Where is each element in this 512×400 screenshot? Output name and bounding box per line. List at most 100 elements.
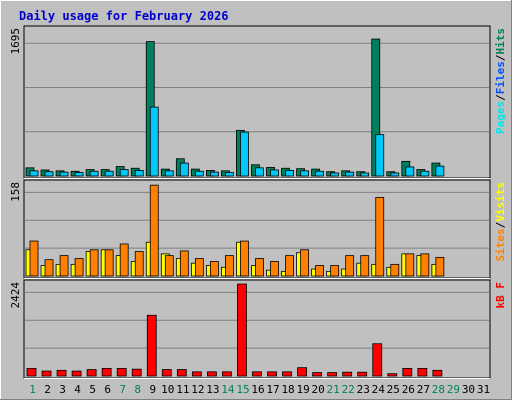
bar-sites <box>315 265 325 277</box>
day-label: 24 <box>372 383 386 396</box>
bar-files <box>255 167 264 177</box>
bar-kbytes <box>417 368 428 377</box>
day-label: 18 <box>281 383 294 396</box>
bar-sites <box>89 249 99 277</box>
panel-legend: kB F <box>494 282 507 309</box>
bar-sites <box>225 255 234 277</box>
day-label: 21 <box>327 383 340 396</box>
bar-sites <box>390 263 400 277</box>
bar-files <box>405 166 415 177</box>
bar-sites <box>179 250 189 277</box>
bar-sites <box>420 253 430 277</box>
bar-sites <box>149 184 159 277</box>
bar-files <box>225 172 234 177</box>
panel-kbytes: 2424 kB F <box>9 279 507 379</box>
bar-kbytes <box>101 368 112 377</box>
panel-max-label: 2424 <box>9 282 22 309</box>
day-label: 11 <box>176 383 189 396</box>
bar-files <box>390 172 400 177</box>
bar-sites <box>285 255 294 277</box>
day-label: 4 <box>74 383 81 396</box>
bar-kbytes <box>56 369 67 377</box>
bar-files <box>330 172 340 177</box>
legend-entry: Files <box>494 61 507 94</box>
bar-sites <box>59 255 69 277</box>
bar-sites <box>300 249 309 277</box>
bar-sites <box>209 261 219 277</box>
bar-kbytes <box>26 368 37 377</box>
bar-files <box>300 170 309 177</box>
bar-kbytes <box>252 371 262 377</box>
bar-kbytes <box>432 369 443 377</box>
bar-files <box>134 170 144 177</box>
bar-files <box>360 172 370 177</box>
bar-kbytes <box>387 373 398 377</box>
day-label: 27 <box>417 383 430 396</box>
day-label: 8 <box>134 383 141 396</box>
day-label: 20 <box>312 383 325 396</box>
day-label: 14 <box>221 383 235 396</box>
bar-kbytes <box>116 368 127 377</box>
panel-hits-files-pages: 1695 Pages/Files/Hits <box>9 25 507 179</box>
day-labels: 1 2 3 4 5 6 7 8 9 10 11 12 13 14 15 16 17 18 19 20 21 22 23 24 2… <box>29 383 490 396</box>
bar-files <box>149 106 159 177</box>
bar-files <box>285 170 294 177</box>
panel-max-label: 1695 <box>9 28 22 55</box>
bar-files <box>44 171 54 177</box>
bar-kbytes <box>357 371 368 377</box>
bar-kbytes <box>312 372 323 377</box>
day-label: 6 <box>104 383 111 396</box>
bar-kbytes <box>327 372 338 377</box>
bar-sites <box>74 258 84 277</box>
bar-files <box>420 170 430 177</box>
bar-sites <box>330 265 340 277</box>
bar-sites <box>44 259 54 277</box>
legend-entry: kB F <box>494 282 507 309</box>
bar-files <box>435 165 445 177</box>
bar-kbytes <box>237 283 247 377</box>
day-label: 3 <box>59 383 66 396</box>
day-label: 1 <box>29 383 36 396</box>
bar-kbytes <box>191 371 202 377</box>
bar-sites <box>375 196 385 277</box>
day-label: 7 <box>119 383 126 396</box>
bar-kbytes <box>176 369 187 377</box>
bar-sites <box>164 255 174 277</box>
bar-files <box>270 169 279 177</box>
bar-sites <box>360 255 370 277</box>
day-label: 29 <box>447 383 460 396</box>
bar-files <box>119 169 129 177</box>
bar-files <box>345 171 355 177</box>
day-label: 16 <box>251 383 264 396</box>
bar-files <box>89 170 99 177</box>
panel-legend: Pages/Files/Hits <box>494 28 507 134</box>
bar-kbytes <box>161 369 172 377</box>
bar-kbytes <box>297 367 307 377</box>
bar-kbytes <box>206 371 217 377</box>
legend-entry: / <box>494 94 507 101</box>
bar-kbytes <box>372 343 383 377</box>
bar-files <box>104 170 114 177</box>
day-label: 23 <box>357 383 370 396</box>
legend-entry: Sites <box>494 228 507 261</box>
bar-files <box>315 170 325 177</box>
day-label: 31 <box>477 383 490 396</box>
day-label: 10 <box>161 383 174 396</box>
panel-legend: Sites/Visits <box>494 182 507 262</box>
bar-kbytes <box>86 369 97 377</box>
bar-files <box>240 131 249 177</box>
legend-entry: / <box>494 54 507 61</box>
bar-sites <box>104 249 114 277</box>
legend-entry: / <box>494 221 507 228</box>
day-label: 28 <box>432 383 445 396</box>
bar-kbytes <box>342 371 353 377</box>
bar-sites <box>270 261 279 277</box>
day-label: 22 <box>342 383 355 396</box>
day-label: 19 <box>296 383 309 396</box>
bar-kbytes <box>131 368 142 377</box>
day-label: 5 <box>89 383 96 396</box>
legend-entry: Hits <box>494 28 507 55</box>
bar-sites <box>345 255 355 277</box>
